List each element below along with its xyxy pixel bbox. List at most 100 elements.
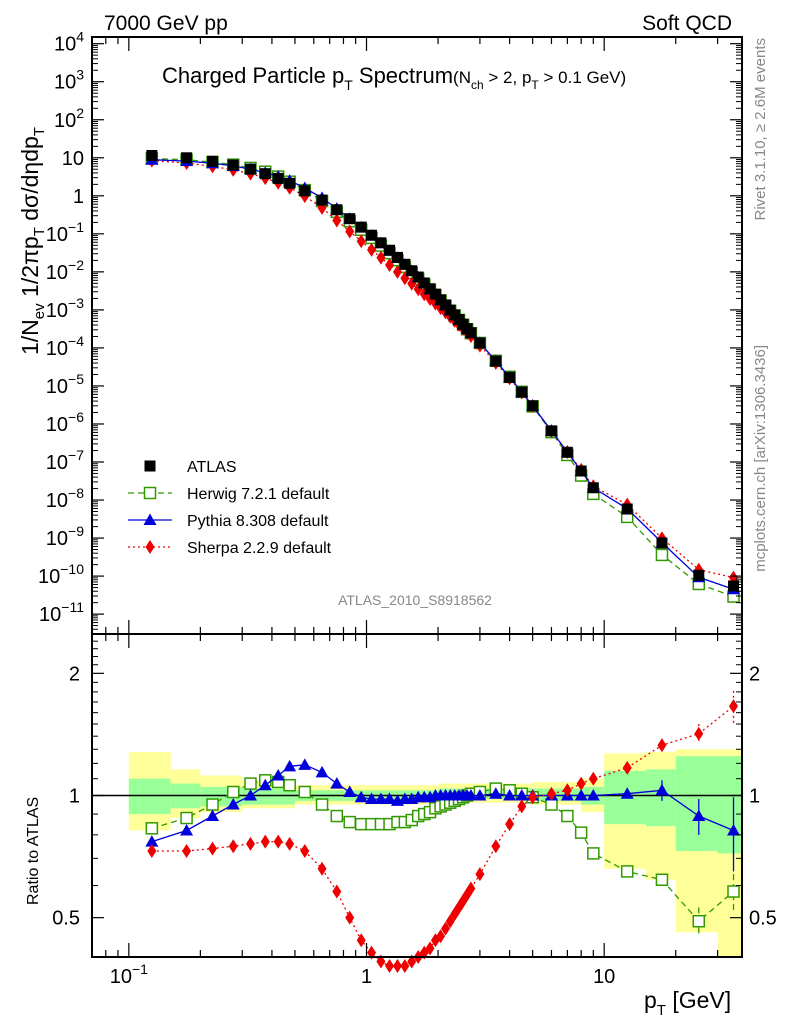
ratio-point-herwig xyxy=(354,817,368,831)
data-point-atlas xyxy=(399,258,411,270)
ratio-point-herwig xyxy=(298,785,312,799)
x-tick-label: 10 xyxy=(593,966,615,988)
ratio-point-pythia xyxy=(727,823,741,836)
ratio-point-pythia xyxy=(343,785,357,798)
data-point-atlas xyxy=(244,163,256,175)
ratio-point-herwig xyxy=(655,873,669,887)
ratio-point-sherpa xyxy=(466,881,476,896)
ratio-point-pythia xyxy=(354,790,368,803)
data-point-atlas xyxy=(474,337,486,349)
ratio-point-sherpa xyxy=(385,959,395,974)
data-point-atlas xyxy=(259,168,271,180)
header-right: Soft QCD xyxy=(642,12,732,35)
legend-marker xyxy=(144,460,156,472)
uncertainty-band-inner xyxy=(646,769,676,827)
ratio-point-pythia xyxy=(374,792,388,805)
legend-label: ATLAS xyxy=(187,459,237,476)
y-tick-label: 10−11 xyxy=(39,599,84,626)
data-point-atlas xyxy=(299,185,311,197)
ratio-point-sherpa xyxy=(208,841,218,856)
data-point-atlas xyxy=(429,288,441,300)
ratio-point-pythia xyxy=(315,765,329,778)
ratio-point-sherpa xyxy=(491,839,501,854)
ratio-point-sherpa xyxy=(345,910,355,925)
data-point-atlas xyxy=(418,277,430,289)
legend-label: Pythia 8.308 default xyxy=(187,513,329,530)
ratio-point-pythia xyxy=(383,792,397,805)
ratio-point-herwig xyxy=(206,798,219,811)
data-point-atlas xyxy=(284,177,296,189)
ratio-point-pythia xyxy=(692,809,706,822)
series-atlas xyxy=(146,149,740,592)
ratio-point-sherpa xyxy=(546,786,556,801)
data-point-sherpa xyxy=(367,242,377,257)
spectrum-panel: 10−1110−1010−910−810−710−610−510−410−310… xyxy=(38,29,743,635)
ratio-point-sherpa xyxy=(475,867,485,882)
ratio-point-sherpa xyxy=(562,783,572,798)
data-point-atlas xyxy=(375,237,387,249)
data-point-atlas xyxy=(406,265,418,277)
ratio-y-tick-label: 0.5 xyxy=(749,908,777,930)
data-point-atlas xyxy=(146,149,158,161)
legend-marker xyxy=(143,513,157,525)
ratio-point-sherpa xyxy=(657,738,667,753)
data-point-atlas xyxy=(490,355,502,367)
ratio-point-herwig xyxy=(727,885,740,898)
legend-item-herwig: Herwig 7.2.1 default xyxy=(128,486,330,503)
ratio-point-sherpa xyxy=(245,836,255,851)
ratio-point-herwig xyxy=(620,865,634,878)
ratio-point-pythia xyxy=(271,769,285,781)
data-point-atlas xyxy=(465,327,477,339)
uncertainty-band-inner xyxy=(675,756,718,851)
y-tick-label: 10−1 xyxy=(46,219,84,246)
ratio-point-sherpa xyxy=(588,771,598,786)
ratio-point-sherpa xyxy=(300,843,310,858)
ratio-point-sherpa xyxy=(517,799,527,814)
main-ylabel: 1/Nev 1/2πpT dσ/dηdpT xyxy=(17,127,48,355)
legend-marker xyxy=(145,540,155,554)
ratio-point-pythia xyxy=(226,798,240,810)
ratio-point-pythia xyxy=(206,809,220,822)
mcplots-label: mcplots.cern.ch [arXiv:1306.3436] xyxy=(752,345,769,572)
uncertainty-band-inner xyxy=(717,756,742,854)
rivet-label: Rivet 3.1.10, ≥ 2.6M events xyxy=(752,38,769,221)
y-tick-label: 102 xyxy=(54,105,84,132)
ratio-point-herwig xyxy=(574,826,588,839)
ratio-point-sherpa xyxy=(273,834,283,849)
legend-label: Sherpa 2.2.9 default xyxy=(187,540,332,557)
data-point-sherpa xyxy=(376,250,386,265)
data-point-atlas xyxy=(728,580,740,592)
x-tick-label: 1 xyxy=(361,966,372,988)
ratio-point-herwig xyxy=(330,809,344,823)
analysis-id: ATLAS_2010_S8918562 xyxy=(338,592,492,608)
data-point-atlas xyxy=(693,569,705,581)
x-tick-label: 10−1 xyxy=(110,961,148,988)
header-left: 7000 GeV pp xyxy=(104,12,228,35)
data-point-sherpa xyxy=(385,257,395,272)
data-point-sherpa xyxy=(345,224,355,239)
data-point-atlas xyxy=(587,482,599,494)
ratio-point-sherpa xyxy=(576,776,586,791)
ratio-point-herwig xyxy=(343,815,356,829)
ratio-point-sherpa xyxy=(528,790,538,805)
ratio-point-pythia xyxy=(145,835,159,847)
data-point-atlas xyxy=(344,213,356,225)
ratio-y-tick-label: 0.5 xyxy=(52,908,80,930)
chart-title: Charged Particle pT Spectrum(Nch > 2, pT… xyxy=(162,63,626,93)
data-point-atlas xyxy=(384,244,396,256)
ratio-point-sherpa xyxy=(622,760,632,775)
ratio-y-tick-label: 2 xyxy=(69,663,80,685)
ratio-point-pythia xyxy=(489,787,503,799)
ratio-point-sherpa xyxy=(182,843,192,858)
data-point-sherpa xyxy=(332,213,342,228)
ratio-point-sherpa xyxy=(505,817,515,832)
data-point-atlas xyxy=(391,251,403,263)
x-axis-label: pT [GeV] xyxy=(644,987,731,1019)
y-tick-label: 10−6 xyxy=(46,409,84,436)
legend: ATLAS Herwig 7.2.1 default Pythia 8.308 de… xyxy=(128,459,332,557)
y-tick-label: 10−3 xyxy=(46,295,84,322)
y-tick-label: 10−10 xyxy=(38,561,84,588)
data-point-atlas xyxy=(527,400,539,412)
y-tick-label: 104 xyxy=(54,29,84,56)
ratio-point-pythia xyxy=(464,789,478,801)
